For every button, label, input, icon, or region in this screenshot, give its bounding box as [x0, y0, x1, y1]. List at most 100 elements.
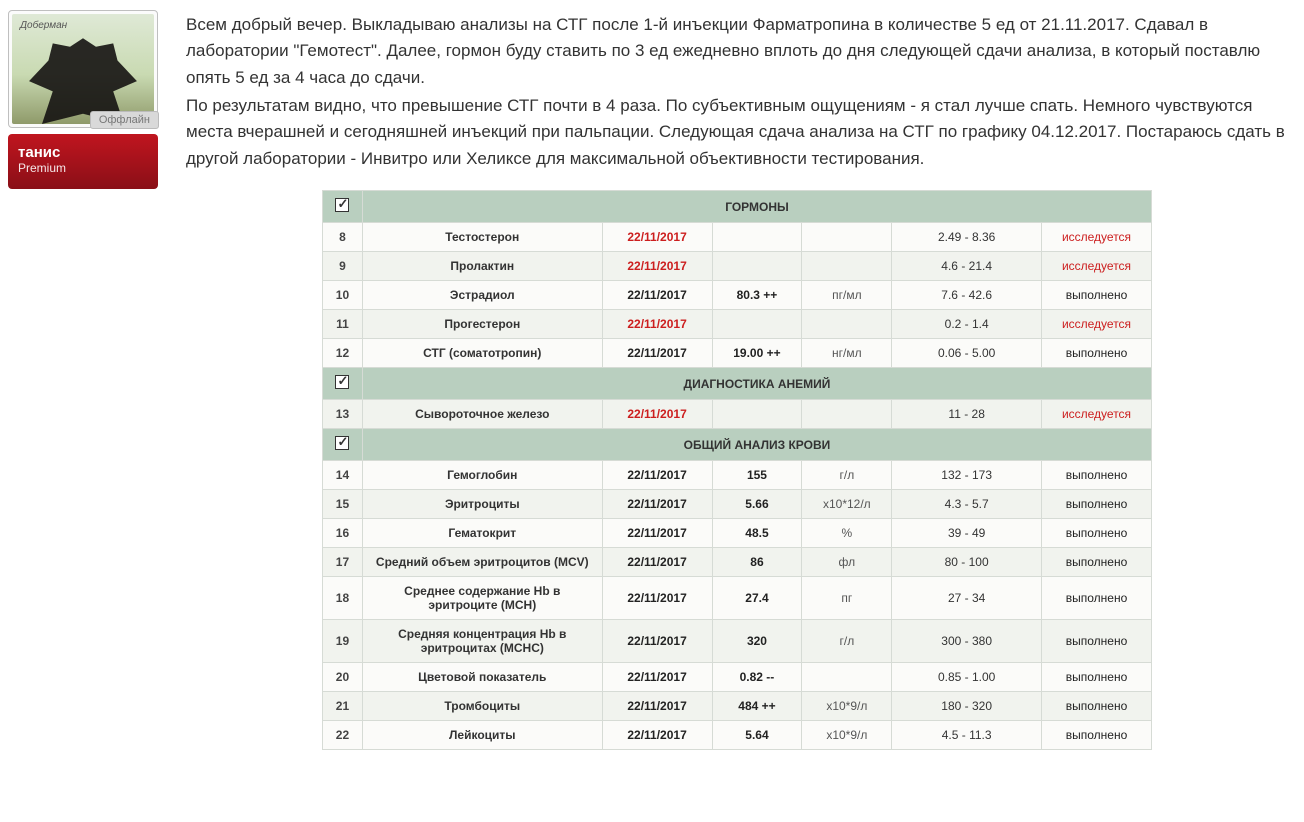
row-status: выполнено	[1042, 490, 1152, 519]
row-range: 39 - 49	[892, 519, 1042, 548]
row-unit: фл	[802, 548, 892, 577]
row-range: 132 - 173	[892, 461, 1042, 490]
user-name-bar: танис Premium	[8, 134, 158, 189]
row-test-name: Эстрадиол	[362, 281, 602, 310]
row-range: 2.49 - 8.36	[892, 223, 1042, 252]
row-status: выполнено	[1042, 577, 1152, 620]
row-status: исследуется	[1042, 400, 1152, 429]
row-index: 11	[323, 310, 363, 339]
row-date: 22/11/2017	[602, 281, 712, 310]
row-status: выполнено	[1042, 721, 1152, 750]
lab-row: 17Средний объем эритроцитов (MCV)22/11/2…	[323, 548, 1152, 577]
row-value	[712, 223, 802, 252]
row-value: 320	[712, 620, 802, 663]
row-value: 19.00 ++	[712, 339, 802, 368]
row-unit: нг/мл	[802, 339, 892, 368]
row-value: 48.5	[712, 519, 802, 548]
row-range: 0.06 - 5.00	[892, 339, 1042, 368]
row-status: выполнено	[1042, 692, 1152, 721]
lab-row: 14Гемоглобин22/11/2017155г/л132 - 173вып…	[323, 461, 1152, 490]
row-date: 22/11/2017	[602, 577, 712, 620]
row-date: 22/11/2017	[602, 519, 712, 548]
row-unit	[802, 223, 892, 252]
row-range: 180 - 320	[892, 692, 1042, 721]
row-date: 22/11/2017	[602, 252, 712, 281]
lab-section-header: ДИАГНОСТИКА АНЕМИЙ	[323, 368, 1152, 400]
row-status: исследуется	[1042, 310, 1152, 339]
lab-row: 20Цветовой показатель22/11/20170.82 --0.…	[323, 663, 1152, 692]
row-index: 13	[323, 400, 363, 429]
row-test-name: Средний объем эритроцитов (MCV)	[362, 548, 602, 577]
row-test-name: Сывороточное железо	[362, 400, 602, 429]
row-test-name: Гемоглобин	[362, 461, 602, 490]
row-value: 80.3 ++	[712, 281, 802, 310]
row-range: 4.5 - 11.3	[892, 721, 1042, 750]
row-value	[712, 310, 802, 339]
row-unit: пг	[802, 577, 892, 620]
row-unit: г/л	[802, 620, 892, 663]
row-range: 11 - 28	[892, 400, 1042, 429]
row-test-name: Лейкоциты	[362, 721, 602, 750]
row-value: 155	[712, 461, 802, 490]
row-test-name: Цветовой показатель	[362, 663, 602, 692]
lab-row: 8Тестостерон22/11/20172.49 - 8.36исследу…	[323, 223, 1152, 252]
row-test-name: Гематокрит	[362, 519, 602, 548]
row-value	[712, 252, 802, 281]
row-date: 22/11/2017	[602, 223, 712, 252]
row-index: 17	[323, 548, 363, 577]
checkbox-icon	[335, 375, 349, 389]
row-index: 21	[323, 692, 363, 721]
row-test-name: Тестостерон	[362, 223, 602, 252]
lab-section-header: ОБЩИЙ АНАЛИЗ КРОВИ	[323, 429, 1152, 461]
row-date: 22/11/2017	[602, 310, 712, 339]
row-range: 0.85 - 1.00	[892, 663, 1042, 692]
lab-row: 10Эстрадиол22/11/201780.3 ++пг/мл7.6 - 4…	[323, 281, 1152, 310]
row-date: 22/11/2017	[602, 490, 712, 519]
row-status: исследуется	[1042, 223, 1152, 252]
row-range: 4.6 - 21.4	[892, 252, 1042, 281]
row-range: 4.3 - 5.7	[892, 490, 1042, 519]
row-unit: x10*9/л	[802, 721, 892, 750]
checkbox-icon	[335, 198, 349, 212]
row-index: 15	[323, 490, 363, 519]
lab-row: 21Тромбоциты22/11/2017484 ++x10*9/л180 -…	[323, 692, 1152, 721]
section-checkbox[interactable]	[323, 191, 363, 223]
row-test-name: Тромбоциты	[362, 692, 602, 721]
lab-section-header: ГОРМОНЫ	[323, 191, 1152, 223]
row-status: выполнено	[1042, 620, 1152, 663]
row-index: 12	[323, 339, 363, 368]
username[interactable]: танис	[18, 144, 148, 161]
row-index: 18	[323, 577, 363, 620]
row-unit: x10*9/л	[802, 692, 892, 721]
row-index: 22	[323, 721, 363, 750]
row-index: 16	[323, 519, 363, 548]
row-status: исследуется	[1042, 252, 1152, 281]
row-test-name: Среднее содержание Hb в эритроците (MCH)	[362, 577, 602, 620]
row-status: выполнено	[1042, 519, 1152, 548]
avatar-caption: Доберман	[20, 20, 67, 31]
section-checkbox[interactable]	[323, 429, 363, 461]
lab-row: 13Сывороточное железо22/11/2017 11 - 28ис…	[323, 400, 1152, 429]
post-body: Всем добрый вечер. Выкладываю анализы на…	[158, 10, 1296, 750]
forum-post: Доберман Оффлайн танис Premium Всем добр…	[0, 0, 1304, 760]
row-unit: г/л	[802, 461, 892, 490]
row-date: 22/11/2017	[602, 400, 712, 429]
lab-results: ГОРМОНЫ8Тестостерон22/11/20172.49 - 8.36…	[186, 190, 1288, 750]
row-date: 22/11/2017	[602, 461, 712, 490]
lab-row: 12СТГ (соматотропин)22/11/201719.00 ++нг…	[323, 339, 1152, 368]
user-rank: Premium	[18, 161, 148, 175]
row-range: 80 - 100	[892, 548, 1042, 577]
row-unit: пг/мл	[802, 281, 892, 310]
row-test-name: Пролактин	[362, 252, 602, 281]
lab-row: 22Лейкоциты22/11/20175.64x10*9/л4.5 - 11…	[323, 721, 1152, 750]
row-value: 5.66	[712, 490, 802, 519]
row-status: выполнено	[1042, 281, 1152, 310]
post-paragraph: По результатам видно, что превышение СТГ…	[186, 93, 1288, 172]
post-paragraph: Всем добрый вечер. Выкладываю анализы на…	[186, 12, 1288, 91]
row-unit	[802, 663, 892, 692]
row-test-name: Прогестерон	[362, 310, 602, 339]
status-badge: Оффлайн	[90, 111, 159, 129]
section-checkbox[interactable]	[323, 368, 363, 400]
row-range: 27 - 34	[892, 577, 1042, 620]
avatar[interactable]: Доберман Оффлайн	[8, 10, 158, 128]
